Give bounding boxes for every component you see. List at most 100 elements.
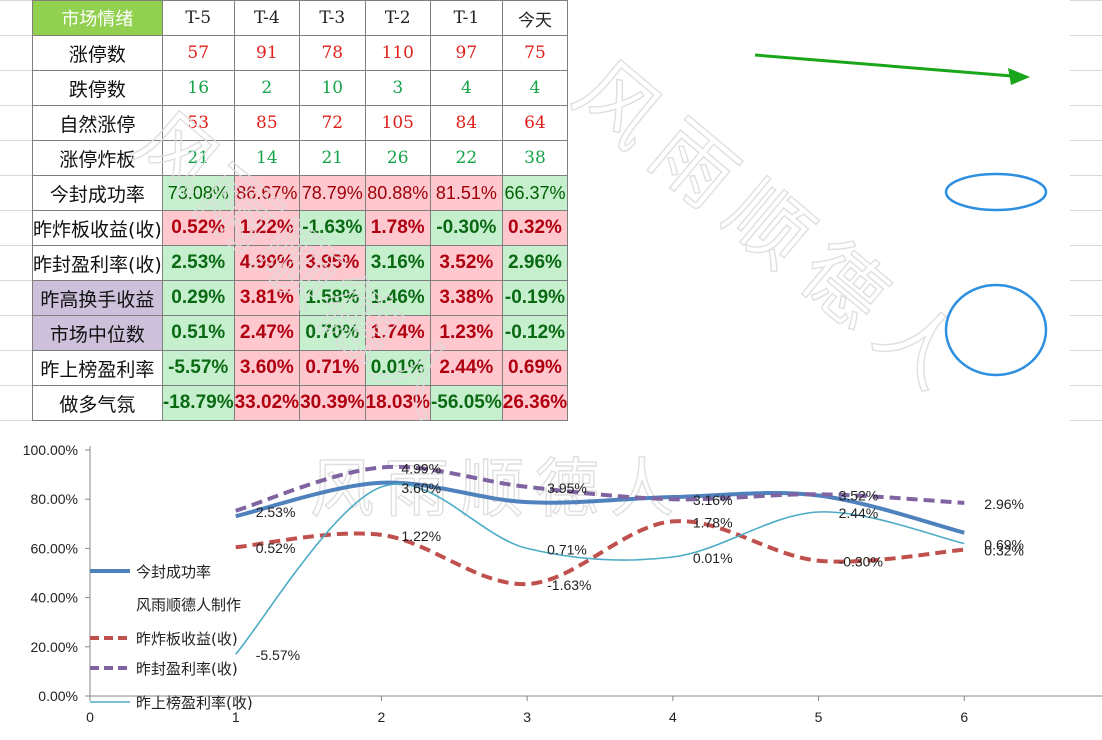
sheet-gridline (1070, 245, 1102, 246)
table-cell: 2.53% (161, 245, 235, 281)
sheet-gridline (0, 70, 32, 71)
table-cell: 10 (299, 70, 366, 106)
x-tick-label: 0 (86, 709, 94, 725)
table-cell: 1.46% (364, 280, 431, 316)
watermark-char: 德 (535, 453, 599, 527)
table-cell: -1.63% (299, 210, 366, 246)
table-cell: 21 (299, 140, 366, 176)
data-label: 0.52% (256, 540, 296, 556)
table-cell: -0.19% (501, 280, 569, 316)
table-cell: 26.36% (501, 385, 569, 421)
table-row: 做多气氛 -18.79% 33.02% 30.39% 18.03% -56.05% 26.3… (32, 385, 569, 421)
table-cell: 3.52% (429, 245, 503, 281)
sheet-gridlines-right (1070, 0, 1102, 421)
table-cell: 80.88% (364, 175, 431, 211)
legend-entry: 昨上榜盈利率(收) (136, 694, 253, 712)
header-title-cell: 市场情绪 (32, 0, 163, 36)
table-row: 昨炸板收益(收) 0.52% 1.22% -1.63% 1.78% -0.30% 0.32% (32, 210, 569, 246)
legend-entry: 昨封盈利率(收) (136, 660, 238, 678)
y-tick-label: 100.00% (23, 442, 78, 458)
header-day-cell: T-1 (429, 0, 503, 36)
table-cell: 78 (299, 35, 366, 71)
table-cell: 3.60% (233, 350, 301, 386)
table-cell: 2 (233, 70, 301, 106)
table-cell: 0.71% (299, 350, 366, 386)
table-cell: 2.96% (501, 245, 569, 281)
sheet-gridline (1070, 385, 1102, 386)
table-cell: 38 (501, 140, 569, 176)
table-row: 市场中位数 0.51% 2.47% 0.70% 1.74% 1.23% -0.12% (32, 315, 569, 351)
header-day-cell: T-4 (233, 0, 301, 36)
table-cell: 64 (501, 105, 569, 141)
table-cell: 0.32% (501, 210, 569, 246)
row-label: 自然涨停 (32, 105, 163, 141)
x-tick-label: 5 (815, 709, 823, 725)
header-day-cell: T-3 (299, 0, 366, 36)
sheet-gridline (0, 350, 32, 351)
sheet-gridline (0, 420, 32, 421)
table-cell: 0.51% (161, 315, 235, 351)
sheet-gridline (1070, 175, 1102, 176)
table-cell: 0.29% (161, 280, 235, 316)
table-cell: 4.99% (233, 245, 301, 281)
row-label: 今封成功率 (32, 175, 163, 211)
table-cell: -18.79% (161, 385, 235, 421)
watermark-char: 雨 (385, 453, 449, 527)
table-cell: 57 (161, 35, 235, 71)
data-label: 0.32% (984, 543, 1024, 559)
table-row: 涨停炸板 21 14 21 26 22 38 (32, 140, 569, 176)
data-label: 1.78% (693, 514, 733, 530)
data-label: 2.96% (984, 496, 1024, 512)
table-cell: 2.44% (429, 350, 503, 386)
data-label: 3.16% (693, 492, 733, 508)
series-line (235, 483, 965, 655)
sheet-gridline (1070, 350, 1102, 351)
header-day-cell: 今天 (501, 0, 569, 36)
table-cell: 3 (364, 70, 431, 106)
table-cell: 0.52% (161, 210, 235, 246)
y-tick-label: 40.00% (31, 590, 78, 606)
watermark-char: 风 (558, 43, 679, 166)
table-cell: 78.79% (299, 175, 366, 211)
table-cell: 1.58% (299, 280, 366, 316)
row-label: 跌停数 (32, 70, 163, 106)
sheet-gridline (0, 0, 32, 1)
table-cell: 22 (429, 140, 503, 176)
data-label: 3.60% (401, 480, 441, 496)
table-cell: 33.02% (233, 385, 301, 421)
y-axis: 0.00% 20.00% 40.00% 60.00% 80.00% 100.00% (23, 442, 91, 704)
chart-watermark: 风雨顺德人 (309, 452, 674, 527)
sheet-gridline (1070, 140, 1102, 141)
x-tick-label: 2 (378, 709, 386, 725)
data-label: 2.44% (839, 505, 879, 521)
watermark-char: 人 (610, 453, 674, 527)
data-label: 1.22% (401, 528, 441, 544)
table-cell: 0.69% (501, 350, 569, 386)
trend-arrow-head (1008, 68, 1030, 85)
sheet-gridline (0, 280, 32, 281)
x-tick-label: 1 (232, 709, 240, 725)
sheet-gridline (0, 140, 32, 141)
table-row: 昨高换手收益 0.29% 3.81% 1.58% 1.46% 3.38% -0.19% (32, 280, 569, 316)
series-line (235, 519, 965, 587)
trend-arrow (754, 53, 1030, 85)
row-label: 涨停炸板 (32, 140, 163, 176)
watermark-char: 雨 (633, 103, 754, 226)
series-lines (235, 464, 965, 655)
header-day-cell: T-2 (364, 0, 431, 36)
data-label: 3.95% (547, 480, 587, 496)
table-cell: 1.78% (364, 210, 431, 246)
data-label: 0.69% (984, 536, 1024, 552)
table-cell: 105 (364, 105, 431, 141)
watermark-char: 顺 (708, 163, 829, 286)
table-row: 昨封盈利率(收) 2.53% 4.99% 3.95% 3.16% 3.52% 2.96% (32, 245, 569, 281)
table-cell: 4 (501, 70, 569, 106)
sheet-gridline (0, 175, 32, 176)
data-label: 2.53% (256, 504, 296, 520)
legend-entry: 今封成功率 (136, 563, 211, 581)
sheet-gridline (1070, 105, 1102, 106)
x-axis: 0 1 2 3 4 5 6 (86, 695, 1102, 725)
table-cell: 18.03% (364, 385, 431, 421)
table-cell: -0.30% (429, 210, 503, 246)
